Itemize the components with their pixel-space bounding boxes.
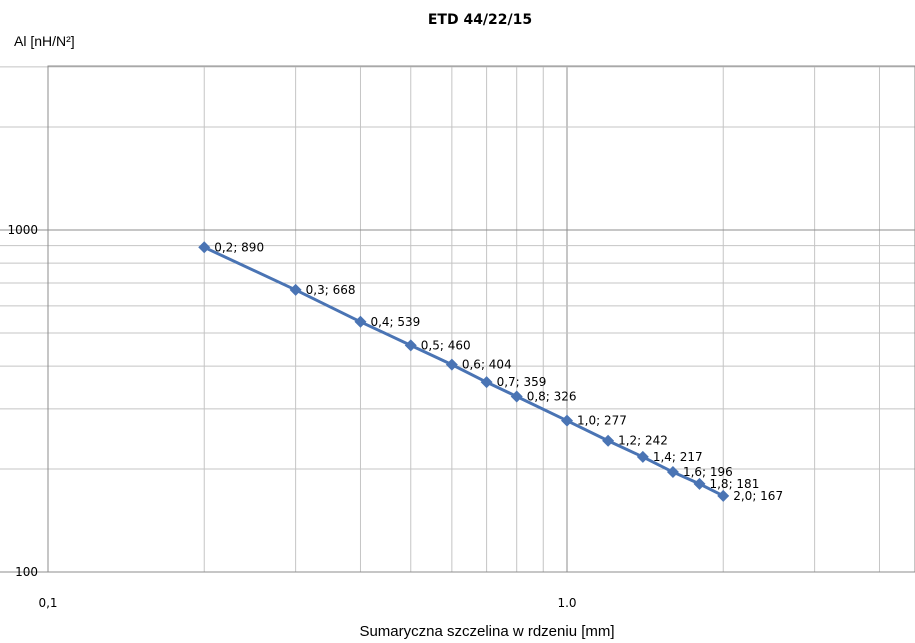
- data-point: [445, 358, 458, 371]
- data-label: 0,7; 359: [497, 375, 547, 389]
- data-point: [289, 283, 302, 296]
- x-axis-label: Sumaryczna szczelina w rdzeniu [mm]: [359, 623, 614, 640]
- data-label: 0,5; 460: [421, 338, 471, 352]
- data-label: 1,4; 217: [653, 450, 703, 464]
- data-point: [480, 376, 493, 389]
- x-tick-label: 1.0: [557, 596, 576, 610]
- series: [198, 241, 730, 502]
- data-label: 1,8; 181: [709, 477, 759, 491]
- x-tick-label: 0,1: [38, 596, 57, 610]
- data-point: [510, 390, 523, 403]
- data-point: [717, 489, 730, 502]
- y-axis-label: Al [nH/N²]: [14, 33, 75, 49]
- data-label: 0,3; 668: [306, 283, 356, 297]
- data-label: 1,0; 277: [577, 414, 627, 428]
- data-label: 0,6; 404: [462, 358, 512, 372]
- data-label: 1,2; 242: [618, 434, 668, 448]
- data-point: [602, 434, 615, 447]
- data-point: [693, 477, 706, 490]
- data-label: 0,8; 326: [527, 389, 577, 403]
- data-point: [561, 414, 573, 427]
- plot-frame: [47, 65, 915, 573]
- data-point: [404, 339, 417, 352]
- data-point: [198, 241, 211, 254]
- data-label: 0,2; 890: [214, 240, 264, 254]
- y-tick-label: 100: [15, 565, 38, 579]
- data-point: [666, 466, 679, 479]
- data-point: [354, 315, 367, 328]
- y-tick-label: 1000: [7, 223, 38, 237]
- data-label: 0,4; 539: [370, 315, 420, 329]
- chart-title: ETD 44/22/15: [428, 12, 532, 28]
- data-label: 2,0; 167: [733, 489, 783, 503]
- data-label: 1,6; 196: [683, 465, 733, 479]
- data-point: [636, 450, 649, 463]
- tick-labels: 0,1 1.0 100 1000: [7, 223, 576, 610]
